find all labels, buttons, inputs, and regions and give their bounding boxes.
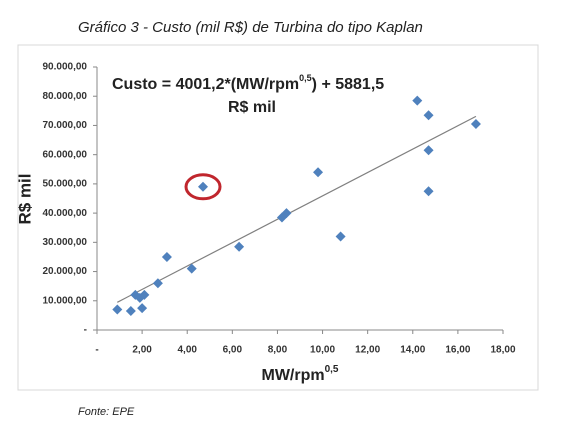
y-tick-label: 60.000,00	[43, 149, 88, 160]
chart-title: Gráfico 3 - Custo (mil R$) de Turbina do…	[78, 19, 423, 36]
x-tick-label: 14,00	[400, 345, 425, 356]
y-tick-label: 40.000,00	[43, 208, 88, 219]
y-tick-label: 70.000,00	[43, 120, 88, 131]
x-tick-label: 6,00	[223, 345, 243, 356]
data-point	[137, 303, 148, 314]
equation-part: Custo = 4001,2*(MW/rpm	[112, 76, 299, 93]
data-point	[335, 231, 346, 242]
equation-sup: 0,5	[299, 73, 312, 83]
x-axis-label: MW/rpm0,5	[261, 364, 338, 385]
data-point	[161, 251, 172, 262]
y-tick-label: 80.000,00	[43, 91, 88, 102]
x-tick-label: 2,00	[132, 345, 152, 356]
x-tick-label: 4,00	[177, 345, 197, 356]
equation: Custo = 4001,2*(MW/rpm0,5) + 5881,5	[112, 73, 384, 93]
y-axis-label: R$ mil	[15, 173, 34, 224]
x-tick-label: 18,00	[490, 345, 515, 356]
highlight-circle	[184, 173, 222, 201]
data-point	[234, 241, 245, 252]
data-point	[152, 278, 163, 289]
x-label-sup: 0,5	[325, 364, 339, 375]
equation-part: ) + 5881,5	[312, 76, 385, 93]
x-tick-label: 16,00	[445, 345, 470, 356]
y-tick-label: 10.000,00	[43, 295, 88, 306]
data-point	[112, 304, 123, 315]
data-point	[423, 110, 434, 121]
data-point	[186, 263, 197, 274]
y-tick-label: 30.000,00	[43, 237, 88, 248]
x-tick-label: -	[95, 345, 98, 356]
trendline	[117, 115, 477, 303]
y-tick-label: 20.000,00	[43, 266, 88, 277]
y-tick-label: 50.000,00	[43, 179, 88, 190]
data-point	[412, 95, 423, 106]
y-tick-label: -	[84, 325, 87, 336]
data-point	[281, 208, 292, 219]
x-tick-label: 12,00	[355, 345, 380, 356]
equation-unit: R$ mil	[228, 99, 276, 116]
chart-frame	[17, 44, 539, 391]
data-point	[313, 167, 324, 178]
x-tick-label: 10,00	[310, 345, 335, 356]
x-label-text: MW/rpm	[261, 367, 324, 384]
data-point	[470, 118, 481, 129]
source: Fonte: EPE	[78, 406, 135, 418]
y-tick-label: 90.000,00	[43, 62, 88, 73]
data-point	[423, 145, 434, 156]
data-point	[139, 289, 150, 300]
data-point	[198, 181, 209, 192]
data-point	[423, 186, 434, 197]
x-tick-label: 8,00	[268, 345, 288, 356]
data-point	[125, 306, 136, 317]
